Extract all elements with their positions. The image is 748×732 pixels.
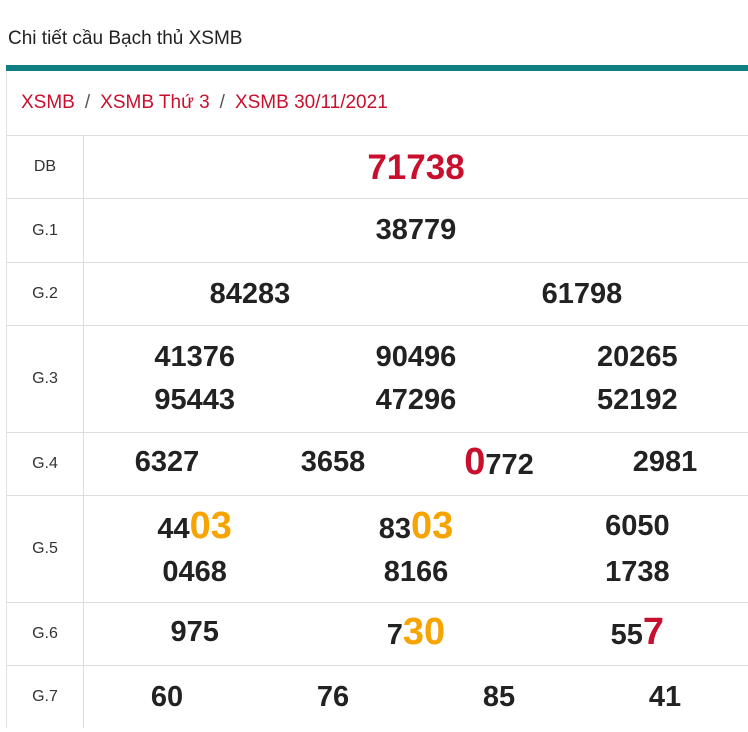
digits: 83 [378,512,411,545]
prize-label: G.5 [7,496,84,602]
prize-number: 52192 [527,379,748,422]
prize-number: 7 30 [305,611,526,657]
digits: 38779 [375,214,457,246]
prize-row: G.7 60 76 85 41 [6,665,748,728]
prize-numbers: 975 7 30 55 7 [84,603,748,665]
breadcrumb-separator: / [219,92,225,113]
digits: 41376 [154,341,235,373]
prize-row: G.1 38779 [6,198,748,262]
digits: 7 [386,619,403,651]
prize-numbers: 71738 [84,136,748,198]
digits: 975 [170,616,219,648]
highlighted-digits: 03 [189,504,232,547]
prize-numbers: 60 76 85 41 [84,666,748,728]
prize-label: G.1 [7,199,84,262]
prize-number: 61798 [416,273,748,316]
digits: 20265 [596,341,678,373]
digits: 84283 [209,277,291,310]
prize-number: 41 [582,676,748,719]
prize-numbers: 38779 [84,199,748,262]
digits: 61798 [541,277,623,310]
prize-number: 90496 [305,336,526,379]
digits: 44 [157,512,190,545]
prize-row: G.5 44 03 83 03 6050 0468 8166 1738 [6,495,748,602]
highlighted-digits: 30 [402,611,446,653]
digits: 95443 [154,384,235,416]
prize-label: G.4 [7,433,84,495]
digits: 55 [610,619,643,651]
digits: 90496 [375,341,457,373]
prize-number: 95443 [84,379,305,422]
prize-number: 84283 [84,273,416,316]
prize-row: G.3 41376 90496 20265 95443 47296 52192 [6,325,748,432]
page-title: Chi tiết cầu Bạch thủ XSMB [8,28,243,49]
prize-number: 76 [250,676,416,719]
prize-number: 71738 [84,146,748,189]
prize-label: G.6 [7,603,84,665]
breadcrumb-link[interactable]: XSMB [21,92,75,113]
prize-number: 975 [84,611,305,657]
prize-row: G.4 6327 3658 0 772 2981 [6,432,748,495]
digits: 1738 [605,555,670,588]
prize-number: 20265 [527,336,748,379]
prize-numbers: 84283 61798 [84,263,748,325]
prize-number: 8166 [305,551,526,594]
prize-row: G.2 84283 61798 [6,262,748,325]
prize-number: 38779 [84,209,748,252]
prize-number: 1738 [527,551,748,594]
digits: 6327 [134,446,200,478]
prize-number: 6050 [527,505,748,551]
highlighted-digits: 03 [410,504,454,547]
prize-number: 55 7 [527,611,748,657]
prize-number: 47296 [305,379,526,422]
prize-number: 41376 [84,336,305,379]
breadcrumb: XSMB / XSMB Thứ 3 / XSMB 30/11/2021 [6,71,748,135]
breadcrumb-link[interactable]: XSMB Thứ 3 [100,92,210,113]
breadcrumb-separator: / [84,92,91,113]
digits: 2981 [632,446,698,478]
prize-number: 3658 [250,441,416,487]
digits: 85 [482,680,516,713]
title-underline [6,65,748,71]
digits: 47296 [375,384,457,416]
prize-label: G.2 [7,263,84,325]
digits: 0468 [162,555,227,588]
highlighted-digits: 7 [642,611,665,653]
prize-numbers: 44 03 83 03 6050 0468 8166 1738 [84,496,748,602]
digits: 76 [316,680,350,713]
digits: 52192 [596,384,678,416]
prize-number: 83 03 [305,505,526,551]
prize-number: 44 03 [84,505,305,551]
prize-number: 0468 [84,551,305,594]
prize-numbers: 41376 90496 20265 95443 47296 52192 [84,326,748,432]
prize-number: 2981 [582,441,748,487]
digits: 3658 [300,446,366,478]
prize-label: DB [7,136,84,198]
digits: 41 [648,680,682,713]
prize-label: G.3 [7,326,84,432]
highlighted-digits: 71738 [367,147,465,187]
digits: 60 [150,680,184,713]
results-table: DB 71738 G.1 38779 G.2 84283 61798 G.3 41376 9049… [6,135,748,728]
prize-number: 6327 [84,441,250,487]
prize-number: 60 [84,676,250,719]
prize-label: G.7 [7,666,84,728]
prize-row: G.6 975 7 30 55 7 [6,602,748,665]
prize-number: 0 772 [416,441,582,487]
highlighted-digits: 0 [464,441,486,483]
digits: 8166 [383,555,449,588]
prize-row: DB 71738 [6,135,748,198]
digits: 6050 [605,509,670,542]
prize-numbers: 6327 3658 0 772 2981 [84,433,748,495]
prize-number: 85 [416,676,582,719]
breadcrumb-link[interactable]: XSMB 30/11/2021 [234,92,388,113]
digits: 772 [485,449,534,481]
